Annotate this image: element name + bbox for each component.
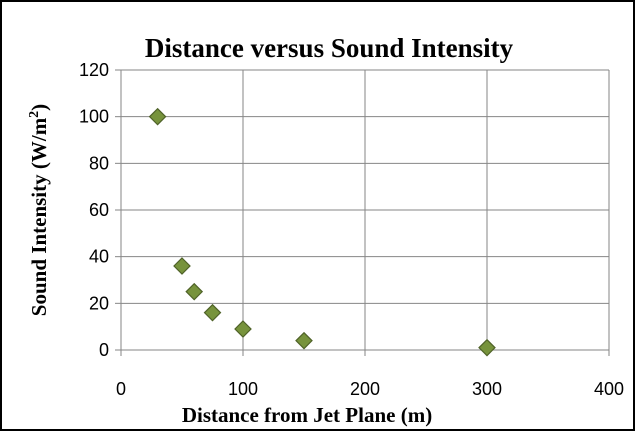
- y-axis-label: Sound Intensity (W/m2): [27, 104, 51, 316]
- y-tick-label: 60: [89, 200, 109, 220]
- data-point: [234, 320, 252, 338]
- x-axis-label: Distance from Jet Plane (m): [182, 403, 432, 427]
- data-point: [148, 107, 167, 126]
- y-tick-label: 0: [99, 340, 109, 360]
- x-tick-label: 100: [228, 379, 258, 399]
- axes: [115, 69, 610, 356]
- y-axis-label-main: Sound Intensity (W/m: [27, 117, 51, 316]
- data-point: [203, 303, 222, 322]
- data-point: [295, 331, 313, 350]
- chart-title: Distance versus Sound Intensity: [145, 33, 514, 63]
- gridlines: [121, 69, 610, 350]
- x-tick-label: 0: [116, 379, 126, 399]
- x-tick-label: 200: [350, 379, 380, 399]
- y-tick-label: 20: [89, 293, 109, 313]
- y-tick-label: 40: [89, 247, 109, 267]
- y-tick-label: 120: [79, 60, 109, 80]
- y-axis-label-superscript: 2: [27, 111, 42, 118]
- y-axis-label-end: ): [27, 104, 51, 111]
- x-tick-label: 300: [472, 379, 502, 399]
- x-tick-label: 400: [594, 379, 624, 399]
- data-point: [185, 282, 204, 301]
- data-point: [173, 257, 191, 275]
- y-tick-label: 80: [89, 153, 109, 173]
- data-points: [148, 107, 496, 357]
- data-point: [478, 338, 496, 357]
- y-tick-label: 100: [79, 107, 109, 127]
- tick-labels: 0 20 40 60 80 100 120 0 100 200 300 400: [79, 60, 624, 399]
